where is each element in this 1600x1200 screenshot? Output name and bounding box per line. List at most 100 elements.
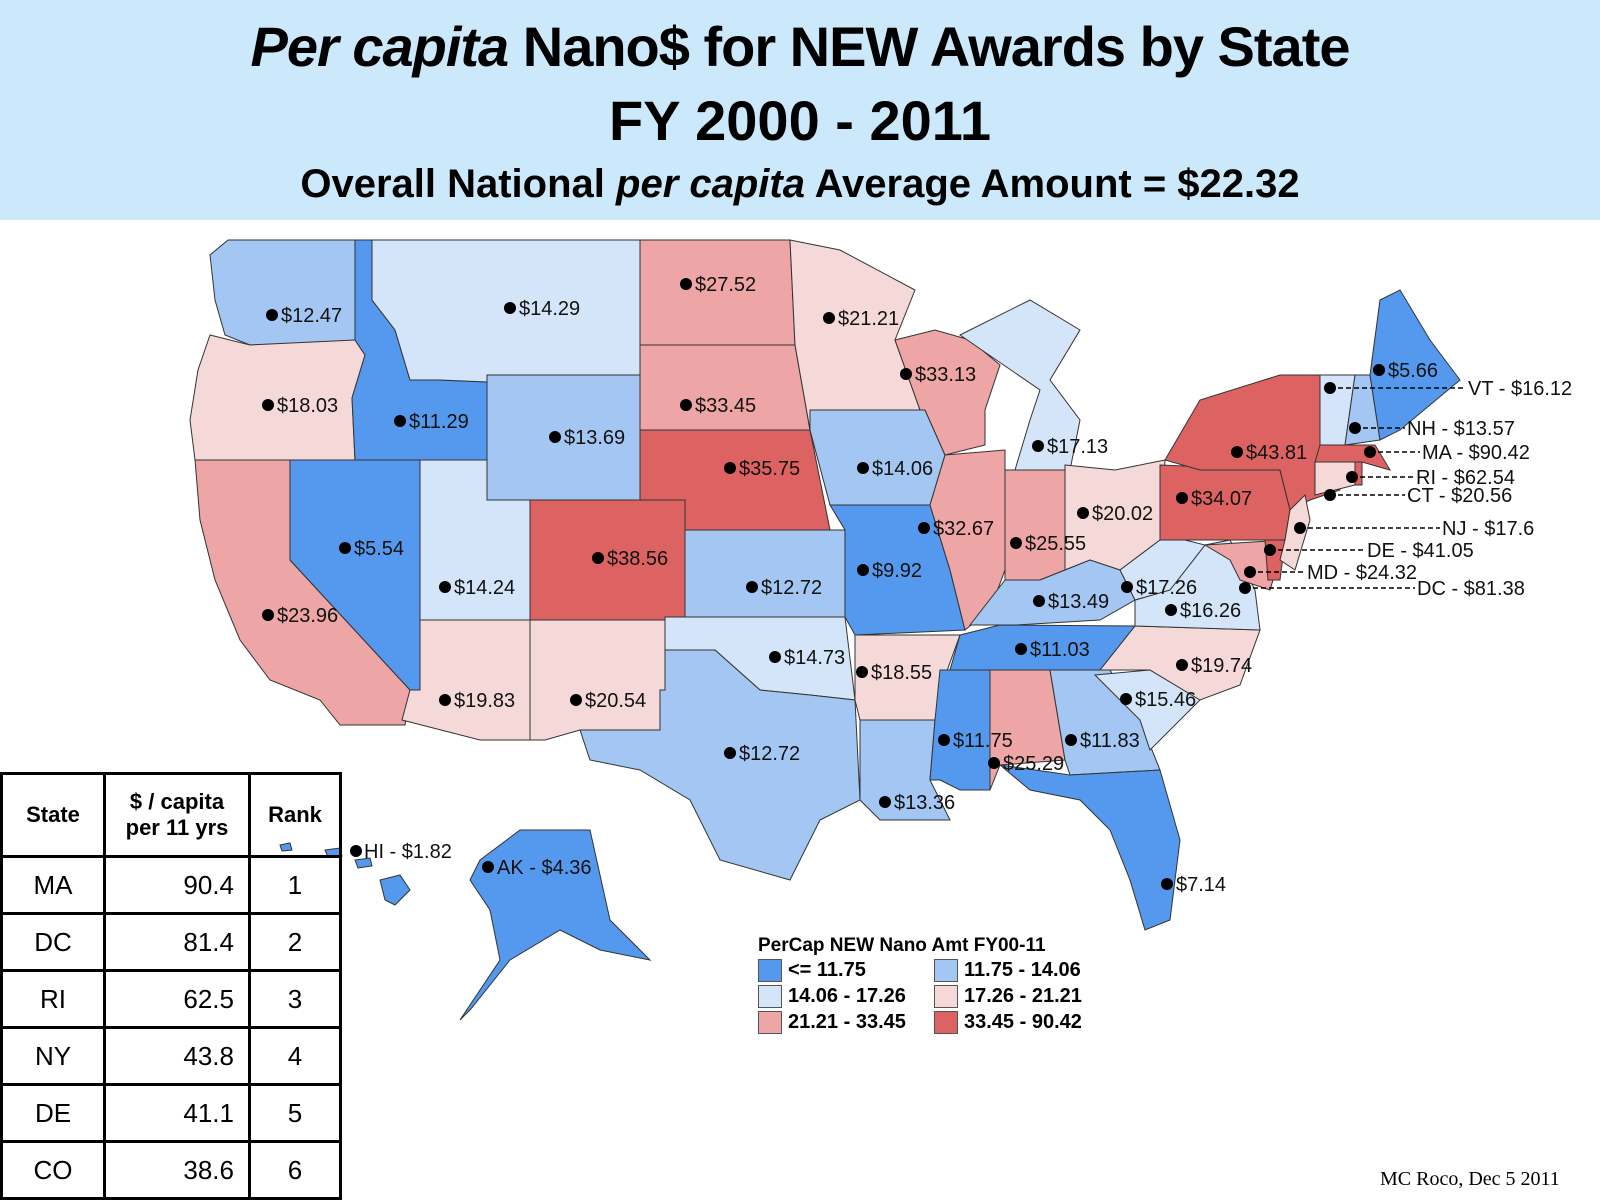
state-HI-maui — [354, 857, 373, 869]
svg-text:$5.66: $5.66 — [1388, 360, 1438, 382]
legend-item: 14.06 - 17.26 — [758, 985, 934, 1008]
table-row: MA 90.4 1 — [0, 855, 342, 915]
us-choropleth-map: $12.47 $18.03 $23.96 $11.29 $5.54 $14.29… — [189, 239, 1572, 1021]
swatch-icon — [934, 1011, 958, 1034]
legend-title: PerCap NEW Nano Amt FY00-11 — [758, 935, 1046, 956]
svg-text:$33.45: $33.45 — [695, 395, 756, 417]
svg-text:$18.55: $18.55 — [871, 662, 932, 684]
table-row: RI 62.5 3 — [0, 969, 342, 1029]
svg-text:$12.47: $12.47 — [281, 305, 342, 327]
state-shapes — [189, 239, 1461, 1021]
author-credit: MC Roco, Dec 5 2011 — [1380, 1168, 1560, 1190]
svg-text:$14.24: $14.24 — [454, 577, 515, 599]
state-value-labels: $12.47 $18.03 $23.96 $11.29 $5.54 $14.29… — [277, 274, 1572, 896]
svg-text:$34.07: $34.07 — [1191, 488, 1252, 510]
label-dots — [262, 278, 1385, 890]
svg-text:$32.67: $32.67 — [933, 518, 994, 540]
svg-text:$15.46: $15.46 — [1135, 689, 1196, 711]
svg-text:$11.03: $11.03 — [1030, 639, 1090, 661]
national-average: Overall National per capita Average Amou… — [300, 162, 1300, 206]
svg-text:NH - $13.57: NH - $13.57 — [1407, 418, 1515, 440]
svg-text:$11.75: $11.75 — [953, 730, 1013, 752]
svg-text:DC - $81.38: DC - $81.38 — [1417, 578, 1525, 600]
state-NM — [529, 619, 666, 741]
svg-text:$18.03: $18.03 — [277, 395, 338, 417]
svg-text:$27.52: $27.52 — [695, 274, 756, 296]
svg-text:$20.02: $20.02 — [1092, 503, 1153, 525]
svg-text:$9.92: $9.92 — [872, 560, 922, 582]
svg-text:$14.73: $14.73 — [784, 647, 845, 669]
table-row: DE 41.1 5 — [0, 1083, 342, 1143]
svg-text:$13.69: $13.69 — [564, 427, 625, 449]
table-row: DC 81.4 2 — [0, 912, 342, 972]
swatch-icon — [758, 959, 782, 982]
svg-text:$23.96: $23.96 — [277, 605, 338, 627]
state-MI — [959, 299, 1081, 471]
column-header-state: State — [0, 772, 106, 858]
svg-text:$13.36: $13.36 — [894, 792, 955, 814]
swatch-icon — [758, 985, 782, 1008]
svg-text:DE - $41.05: DE - $41.05 — [1367, 540, 1474, 562]
svg-text:RI - $62.54: RI - $62.54 — [1416, 467, 1515, 489]
top-states-table: State $ / capita per 11 yrs Rank MA 90.4 1 … — [0, 772, 342, 1200]
state-IN — [1004, 469, 1066, 581]
table-row: NY 43.8 4 — [0, 1026, 342, 1086]
state-NC — [1060, 625, 1261, 701]
state-AK — [459, 829, 652, 1021]
svg-text:$19.83: $19.83 — [454, 690, 515, 712]
svg-text:$14.29: $14.29 — [519, 298, 580, 320]
svg-text:$19.74: $19.74 — [1191, 655, 1252, 677]
svg-text:$11.29: $11.29 — [409, 411, 469, 433]
svg-text:$16.26: $16.26 — [1180, 600, 1241, 622]
swatch-icon — [934, 985, 958, 1008]
svg-text:$17.26: $17.26 — [1136, 577, 1197, 599]
state-ME — [1369, 289, 1461, 441]
svg-text:$20.54: $20.54 — [585, 690, 646, 712]
map-legend: PerCap NEW Nano Amt FY00-11 <= 11.75 11.… — [758, 935, 1110, 1034]
svg-text:$38.56: $38.56 — [607, 548, 668, 570]
svg-text:$25.29: $25.29 — [1003, 753, 1064, 775]
leader-lines — [1245, 387, 1466, 589]
svg-text:$12.72: $12.72 — [761, 577, 822, 599]
svg-text:AK - $4.36: AK - $4.36 — [497, 857, 592, 879]
state-FL — [998, 764, 1181, 931]
svg-text:VT - $16.12: VT - $16.12 — [1468, 378, 1572, 400]
legend-item: 17.26 - 21.21 — [934, 985, 1110, 1008]
svg-text:MA - $90.42: MA - $90.42 — [1422, 442, 1530, 464]
svg-text:$25.55: $25.55 — [1025, 533, 1086, 555]
title-banner: Per capita Nano$ for NEW Awards by State… — [0, 0, 1600, 220]
column-header-rank: Rank — [248, 772, 342, 858]
main-title: Per capita Nano$ for NEW Awards by State — [250, 15, 1351, 78]
state-KS — [684, 529, 846, 618]
table-row: CO 38.6 6 — [0, 1140, 342, 1200]
column-header-per-capita: $ / capita per 11 yrs — [103, 772, 251, 858]
legend-item: <= 11.75 — [758, 959, 934, 982]
svg-text:$14.06: $14.06 — [872, 458, 933, 480]
svg-text:$12.72: $12.72 — [739, 743, 800, 765]
svg-text:$11.83: $11.83 — [1080, 730, 1140, 752]
svg-text:$13.49: $13.49 — [1048, 591, 1109, 613]
state-WA — [209, 239, 356, 346]
state-SD — [639, 344, 811, 431]
svg-text:NJ - $17.6: NJ - $17.6 — [1442, 518, 1534, 540]
swatch-icon — [758, 1011, 782, 1034]
state-HI-big — [379, 874, 411, 906]
state-TX — [579, 649, 861, 881]
state-NY — [1164, 374, 1341, 511]
svg-text:$17.13: $17.13 — [1047, 436, 1108, 458]
state-WI — [894, 329, 1001, 456]
state-SC — [1093, 669, 1201, 751]
svg-text:$5.54: $5.54 — [354, 538, 404, 560]
legend-item: 11.75 - 14.06 — [934, 959, 1110, 982]
state-AZ — [401, 619, 531, 741]
swatch-icon — [934, 959, 958, 982]
svg-text:$21.21: $21.21 — [838, 308, 899, 330]
svg-text:$43.81: $43.81 — [1246, 442, 1307, 464]
state-KY — [968, 559, 1136, 626]
svg-text:HI - $1.82: HI - $1.82 — [364, 841, 452, 863]
state-AL — [989, 669, 1066, 791]
svg-text:$33.13: $33.13 — [915, 364, 976, 386]
legend-item: 21.21 - 33.45 — [758, 1011, 934, 1034]
table-header-row: State $ / capita per 11 yrs Rank — [0, 772, 342, 858]
svg-text:MD - $24.32: MD - $24.32 — [1307, 562, 1417, 584]
